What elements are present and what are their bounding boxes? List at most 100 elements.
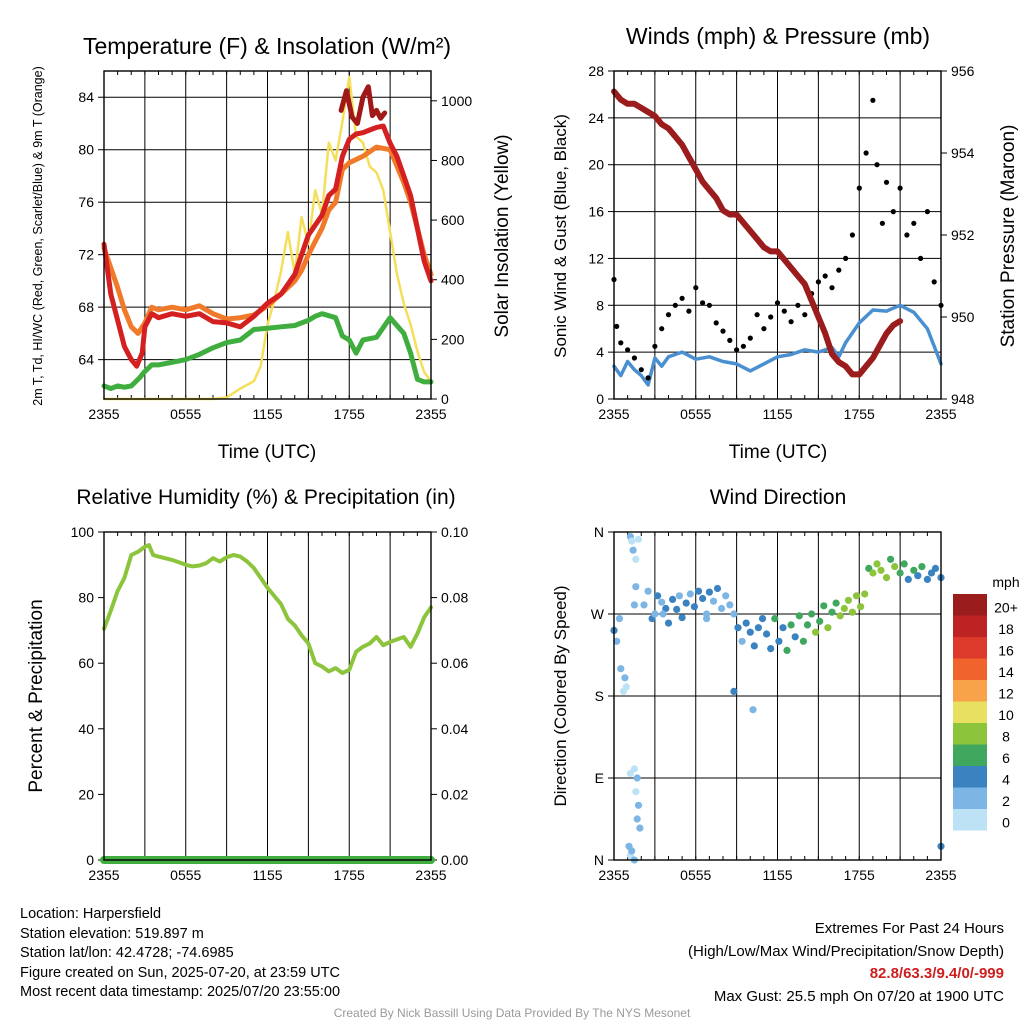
direction-point — [767, 645, 775, 653]
direction-point — [923, 575, 932, 584]
x-tick-label: 0555 — [170, 406, 201, 422]
y-tick-label: S — [595, 688, 604, 704]
humidity-title: Relative Humidity (%) & Precipitation (i… — [76, 486, 455, 509]
temperature-title: Temperature (F) & Insolation (W/m²) — [83, 33, 451, 59]
y-tick-label: 68 — [78, 299, 94, 315]
direction-point — [694, 587, 703, 595]
direction-point — [828, 608, 836, 616]
direction-point — [775, 637, 783, 645]
y2-tick-label: 400 — [441, 272, 465, 288]
direction-point — [632, 583, 640, 591]
y-tick-label: 4 — [596, 344, 604, 360]
gust-point — [879, 220, 886, 226]
y-tick-label: 0 — [596, 391, 604, 407]
x-tick-label: 2355 — [598, 867, 629, 883]
x-tick-label: 2355 — [415, 867, 446, 883]
station-latlon: Station lat/lon: 42.4728; -74.6985 — [20, 945, 234, 961]
credit-line: Created By Nick Bassill Using Data Provi… — [333, 1006, 691, 1020]
gust-point — [802, 312, 808, 318]
gust-point — [911, 220, 917, 226]
gust-point — [761, 326, 767, 332]
y-tick-label: 60 — [78, 655, 94, 671]
direction-point — [730, 610, 738, 618]
direction-point — [754, 624, 763, 632]
direction-point — [632, 555, 640, 563]
direction-point — [669, 595, 677, 604]
temperature-panel: Temperature (F) & Insolation (W/m²) 2355… — [31, 33, 513, 463]
gust-point — [883, 179, 890, 185]
direction-point — [634, 801, 643, 809]
y2-tick-label: 956 — [951, 63, 975, 79]
extremes-values: 82.8/63.3/9.4/0/-999 — [869, 965, 1004, 982]
winds-xlabel: Time (UTC) — [729, 442, 828, 463]
direction-point — [730, 687, 738, 696]
y-tick-label: N — [594, 524, 604, 540]
direction-point — [799, 637, 808, 645]
direction-point — [795, 612, 803, 620]
gust-point — [924, 209, 931, 215]
legend-swatch — [953, 766, 987, 788]
direction-point — [633, 815, 641, 823]
gust-point — [822, 273, 828, 279]
extremes-heading: Extremes For Past 24 Hours — [814, 920, 1004, 937]
legend-label: 2 — [1002, 793, 1010, 809]
plot-frame — [613, 70, 942, 400]
direction-point — [659, 610, 667, 618]
direction-point — [738, 637, 746, 645]
speed-legend: mph 20+ 18 16 14 12 10 8 6 4 2 0 — [953, 574, 1020, 831]
y2-tick-label: 950 — [951, 309, 975, 325]
gust-point — [638, 367, 644, 373]
gust-point — [706, 302, 713, 308]
direction-point — [840, 604, 848, 613]
legend-swatch — [953, 787, 987, 809]
y2-tick-label: 954 — [951, 145, 975, 161]
x-tick-label: 2355 — [925, 867, 956, 883]
direction-point — [634, 535, 643, 543]
x-tick-label: 2355 — [88, 867, 119, 883]
y-tick-label: 80 — [78, 142, 94, 158]
y-tick-label: W — [591, 606, 605, 622]
extremes-info: Extremes For Past 24 Hours (High/Low/Max… — [688, 918, 1004, 1008]
legend-label: 16 — [998, 643, 1014, 659]
direction-point — [654, 592, 662, 600]
y-tick-label: 8 — [596, 297, 604, 313]
y-tick-label: 84 — [78, 89, 94, 105]
y-tick-label: 40 — [78, 721, 94, 737]
direction-point — [848, 608, 857, 616]
station-location: Location: Harpersfield — [20, 906, 162, 922]
winds-panel: Winds (mph) & Pressure (mb) 2355 0555 1155… — [551, 23, 1019, 463]
direction-point — [877, 566, 885, 574]
y2-tick-label: 0 — [441, 391, 449, 407]
direction-point — [873, 560, 881, 568]
direction-point — [791, 633, 799, 641]
direction-point — [718, 604, 726, 613]
y2-tick-label: 948 — [951, 391, 975, 407]
gust-point — [815, 279, 822, 285]
direction-title: Wind Direction — [710, 486, 847, 509]
direction-point — [658, 598, 666, 606]
gust-point — [625, 347, 631, 353]
humidity-panel: Relative Humidity (%) & Precipitation (i… — [26, 486, 468, 883]
direction-point — [803, 621, 812, 629]
direction-point — [787, 621, 795, 629]
direction-point — [632, 788, 640, 796]
direction-point — [891, 563, 899, 571]
legend-swatch — [953, 723, 987, 745]
direction-point — [705, 588, 714, 596]
gust-point — [836, 267, 842, 273]
temperature-plot-area: 2355 0555 1155 1755 2355 64 68 72 76 80 84 0 200 400 6… — [78, 70, 472, 422]
x-tick-label: 2355 — [598, 406, 629, 422]
direction-point — [816, 617, 824, 625]
direction-point — [865, 564, 873, 573]
max-gust: Max Gust: 25.5 mph On 07/20 at 1900 UTC — [713, 987, 1004, 1005]
legend-label: 6 — [1002, 750, 1010, 766]
direction-point — [622, 683, 630, 691]
figure-created: Figure created on Sun, 2025-07-20, at 23… — [20, 964, 340, 981]
gust-point — [829, 285, 835, 291]
gust-point — [874, 162, 880, 168]
gust-point — [713, 320, 719, 326]
x-tick-label: 1755 — [844, 867, 875, 883]
gust-point — [652, 343, 658, 349]
x-tick-label: 2355 — [88, 406, 119, 422]
